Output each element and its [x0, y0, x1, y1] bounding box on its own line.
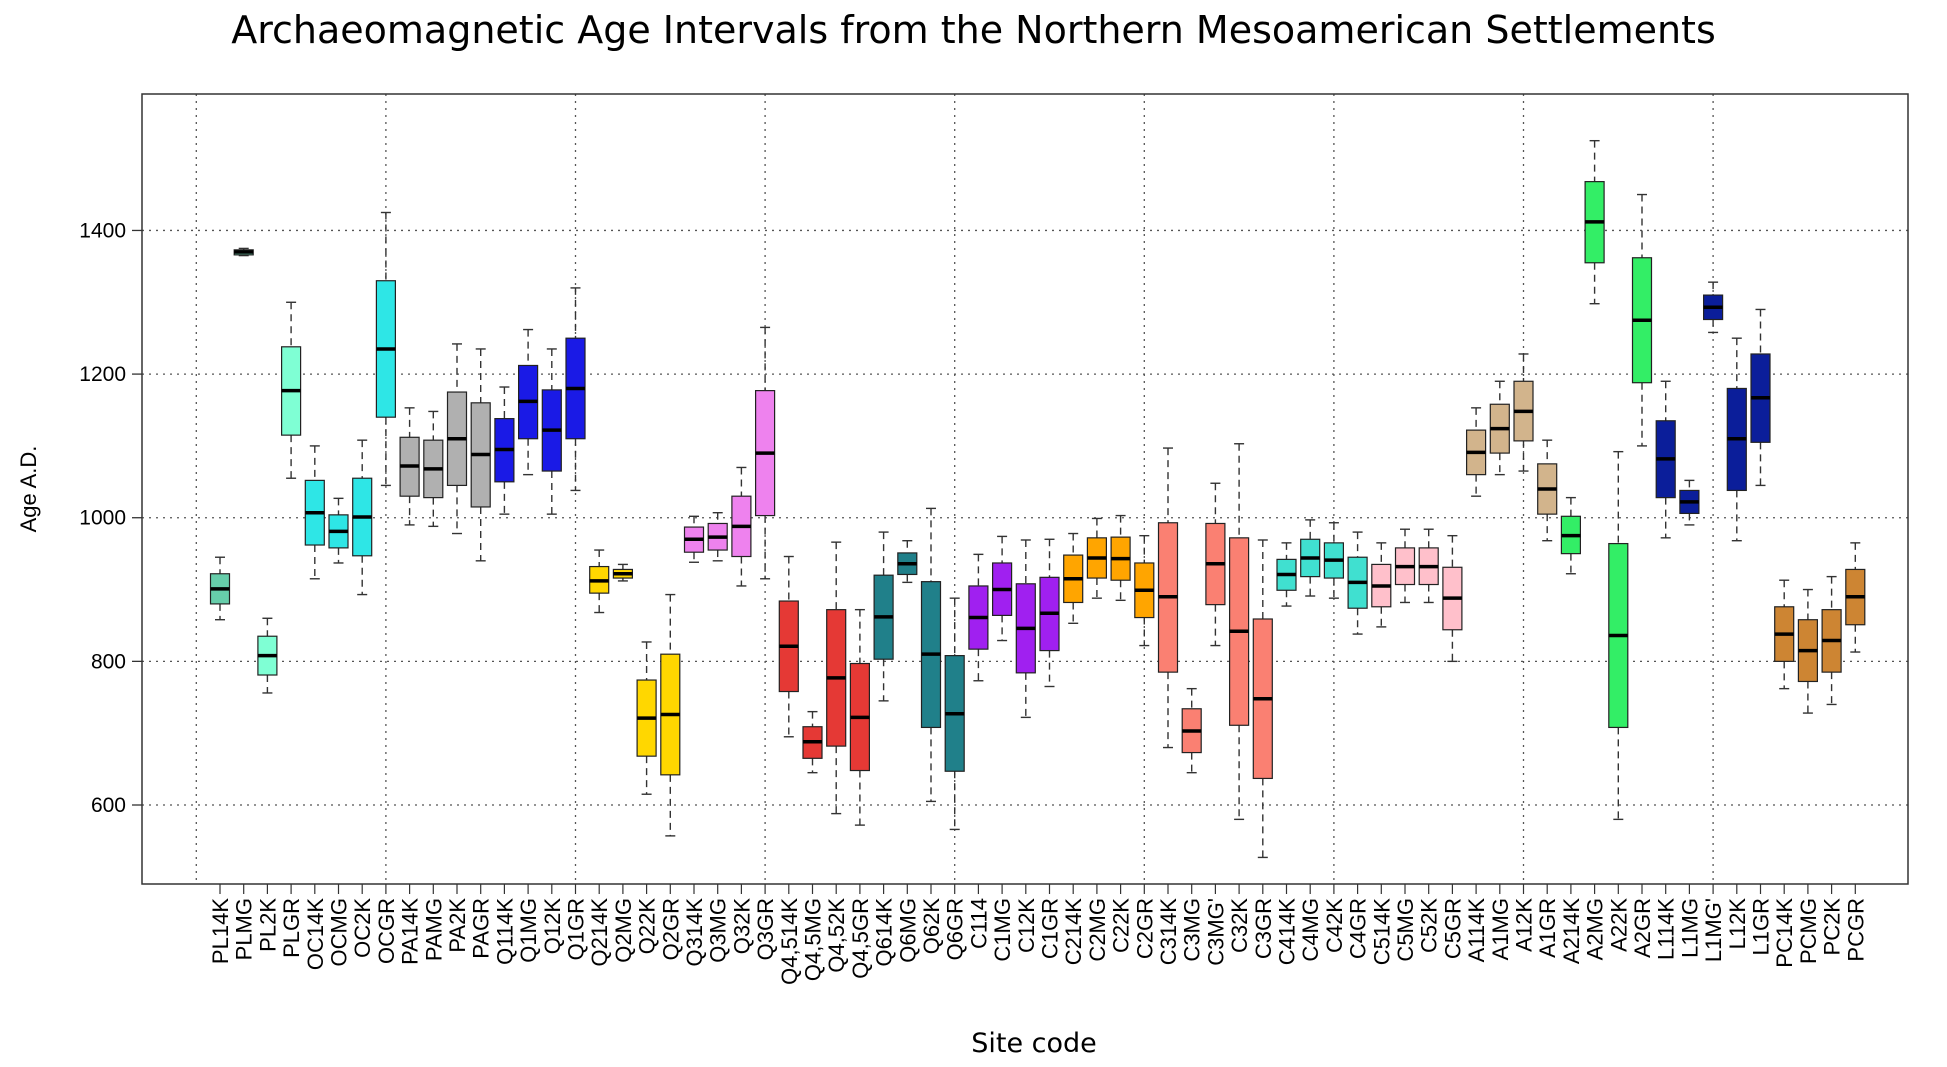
x-tick-label: Q4,5GR — [848, 898, 873, 979]
box-layer — [209, 139, 1866, 859]
y-tick-label: 600 — [91, 794, 126, 817]
x-tick-label: A114K — [1464, 898, 1489, 963]
x-tick-label: Q114K — [492, 898, 517, 965]
x-tick-label: PCGR — [1843, 898, 1868, 962]
y-tick-label: 800 — [91, 650, 126, 673]
y-tick-label: 1400 — [79, 219, 126, 242]
x-tick-label: Q614K — [872, 898, 897, 967]
x-tick-label: C5MG — [1393, 898, 1418, 962]
x-tick-label: Q12K — [540, 898, 565, 955]
x-tick-label: C414K — [1275, 898, 1300, 966]
x-tick-label: C32K — [1227, 898, 1252, 953]
x-tick-label: Q2MG — [611, 898, 636, 963]
y-axis-title: Age A.D. — [16, 446, 41, 533]
x-tick-label: C4GR — [1346, 898, 1371, 959]
axis-layer: 600 800 1000 1200 1400 PL14KPLMGPL2KPLGROC14K… — [79, 219, 1868, 984]
x-tick-label: L12K — [1725, 898, 1750, 950]
x-tick-label: C3GR — [1251, 898, 1276, 959]
x-tick-label: C5GR — [1440, 898, 1465, 959]
x-axis-title: Site code — [971, 1028, 1097, 1059]
x-tick-label: OC2K — [350, 898, 375, 958]
x-tick-label: L1MG — [1677, 898, 1702, 958]
x-tick-label: PL14K — [208, 898, 233, 964]
x-tick-label: C1GR — [1038, 898, 1063, 959]
x-tick-label: Q3MG — [706, 898, 731, 963]
x-tick-label: Q2GR — [658, 898, 683, 960]
x-tick-label: PLMG — [232, 898, 257, 960]
x-tick-label: PCMG — [1796, 898, 1821, 964]
x-tick-label: Q3GR — [753, 898, 778, 960]
x-tick-label: Q214K — [587, 898, 612, 967]
x-tick-label: PC2K — [1820, 898, 1845, 956]
x-tick-label: C2GR — [1132, 898, 1157, 959]
x-tick-label: L1GR — [1749, 898, 1774, 955]
x-tick-label: Q4,514K — [777, 898, 802, 985]
x-tick-label: C4MG — [1298, 898, 1323, 962]
x-tick-label: C3MG — [1180, 898, 1205, 962]
x-tick-label: L114K — [1654, 898, 1679, 960]
x-tick-label: Q22K — [635, 898, 660, 955]
x-tick-label: C22K — [1109, 898, 1134, 953]
x-tick-label: A1MG — [1488, 898, 1513, 960]
x-tick-label: A1GR — [1535, 898, 1560, 958]
x-tick-label: Q32K — [729, 898, 754, 955]
x-tick-label: C2MG — [1085, 898, 1110, 962]
x-tick-label: A214K — [1559, 898, 1584, 964]
chart-title: Archaeomagnetic Age Intervals from the N… — [231, 8, 1716, 52]
x-tick-label: PA2K — [445, 898, 470, 953]
x-tick-label: Q314K — [682, 898, 707, 967]
x-tick-label: Q1MG — [516, 898, 541, 963]
plot-frame — [141, 93, 1909, 885]
x-tick-label: Q4,5MG — [801, 898, 826, 981]
x-tick-label: PLGR — [279, 898, 304, 958]
x-tick-label: PC14K — [1772, 898, 1797, 968]
x-tick-label: PAMG — [421, 898, 446, 961]
x-tick-label: C514K — [1369, 898, 1394, 966]
x-tick-label: OCMG — [327, 898, 352, 966]
x-tick-label: A12K — [1512, 898, 1537, 952]
x-tick-label: Q4,52K — [824, 898, 849, 973]
x-tick-label: OC14K — [303, 898, 328, 970]
x-tick-label: C52K — [1417, 898, 1442, 953]
x-tick-label: A2GR — [1630, 898, 1655, 958]
x-tick-label: C214K — [1061, 898, 1086, 966]
x-tick-label: Q1GR — [564, 898, 589, 960]
x-tick-label: C114 — [966, 898, 991, 949]
x-tick-label: L1MG' — [1701, 898, 1726, 962]
x-tick-label: Q6GR — [943, 898, 968, 960]
x-tick-label: C42K — [1322, 898, 1347, 953]
y-tick-label: 1000 — [79, 507, 126, 530]
x-tick-label: PA14K — [398, 898, 423, 965]
x-tick-label: C314K — [1156, 898, 1181, 966]
x-tick-label: Q6MG — [895, 898, 920, 963]
x-tick-label: Q62K — [919, 898, 944, 955]
x-tick-label: PAGR — [469, 898, 494, 959]
x-tick-label: C1MG — [990, 898, 1015, 962]
x-tick-label: A22K — [1606, 898, 1631, 952]
x-tick-label: C3MG' — [1203, 898, 1228, 966]
x-tick-label: C12K — [1014, 898, 1039, 953]
x-tick-label: OCGR — [374, 898, 399, 964]
x-tick-label: A2MG — [1583, 898, 1608, 960]
y-tick-label: 1200 — [79, 363, 126, 386]
x-tick-label: PL2K — [255, 898, 280, 952]
